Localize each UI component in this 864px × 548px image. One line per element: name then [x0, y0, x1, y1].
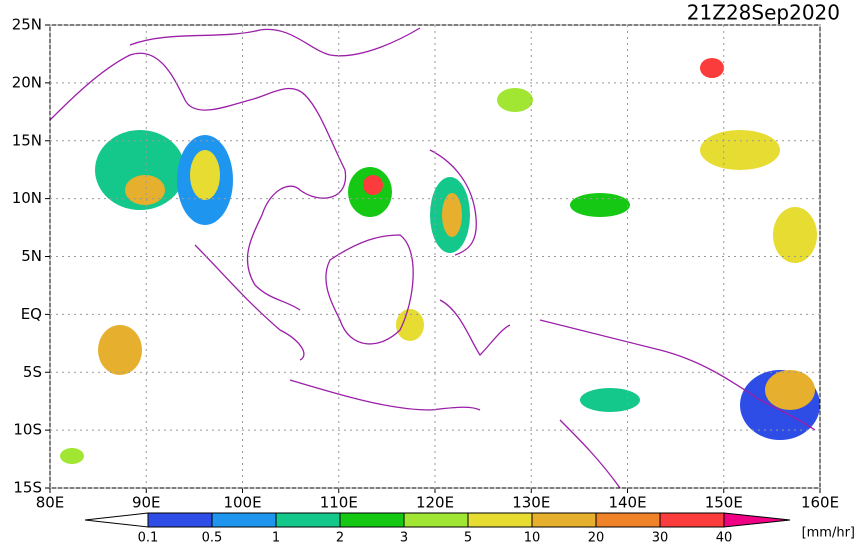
x-tick-label: 120E: [416, 494, 454, 512]
colorbar-label: 0.1: [138, 531, 159, 545]
x-tick-label: 160E: [801, 494, 839, 512]
y-tick-label: 20N: [12, 73, 42, 91]
colorbar-label: 40: [716, 531, 733, 545]
y-tick-label: 10N: [12, 189, 42, 207]
colorbar-segment: [339, 512, 405, 528]
colorbar-segment: [211, 512, 277, 528]
x-tick-label: 110E: [320, 494, 358, 512]
y-tick-label: 10S: [13, 421, 42, 439]
colorbar-label: 2: [336, 531, 344, 545]
colorbar-unit: [mm/hr]: [802, 526, 855, 541]
x-tick-label: 150E: [705, 494, 743, 512]
y-tick-label: 15S: [13, 479, 42, 497]
colorbar-segment: [467, 512, 533, 528]
x-tick-label: 90E: [132, 494, 161, 512]
colorbar-label: 10: [524, 531, 541, 545]
y-tick-label: 5N: [21, 247, 42, 265]
precipitation-field: [60, 58, 820, 464]
colorbar-segment: [531, 512, 597, 528]
x-tick-label: 100E: [223, 494, 261, 512]
colorbar-label: 5: [464, 531, 472, 545]
colorbar-segment: [659, 512, 725, 528]
colorbar-segment: [275, 512, 341, 528]
colorbar-segment: [595, 512, 661, 528]
colorbar-label: 1: [272, 531, 280, 545]
title: 21Z28Sep2020: [687, 1, 840, 25]
coastlines: [49, 27, 816, 489]
x-tick-label: 130E: [512, 494, 550, 512]
colorbar-over: [723, 512, 791, 528]
colorbar-label: 3: [400, 531, 408, 545]
colorbar-segment: [147, 512, 213, 528]
y-tick-label: EQ: [21, 305, 42, 323]
y-tick-label: 15N: [12, 131, 42, 149]
colorbar-segment: [403, 512, 469, 528]
colorbar-label: 0.5: [202, 531, 223, 545]
colorbar-label: 30: [652, 531, 669, 545]
x-tick-label: 80E: [36, 494, 65, 512]
x-tick-label: 140E: [608, 494, 646, 512]
y-tick-label: 5S: [23, 363, 42, 381]
y-tick-label: 25N: [12, 16, 42, 34]
colorbar-label: 20: [588, 531, 605, 545]
